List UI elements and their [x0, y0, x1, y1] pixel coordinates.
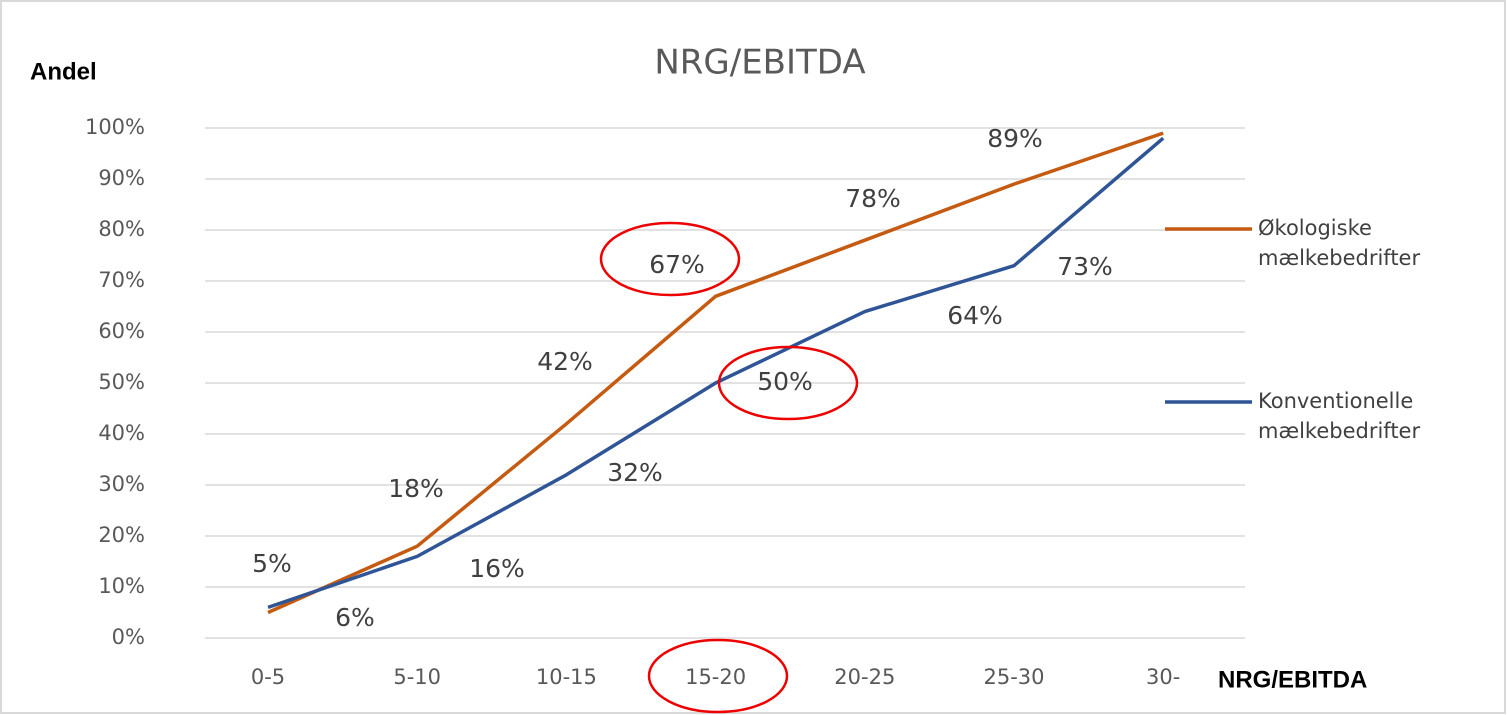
highlight-circle	[717, 345, 859, 421]
data-label: 78%	[845, 184, 901, 213]
data-label: 67%	[649, 250, 705, 279]
x-tick-label: 30-	[1146, 665, 1180, 689]
x-tick-label: 5-10	[393, 665, 441, 689]
data-line	[267, 131, 1164, 615]
y-tick-label: 10%	[98, 574, 145, 598]
y-axis-label: Andel	[30, 58, 97, 85]
highlight-circle	[599, 221, 741, 297]
y-tick-label: 0%	[112, 625, 145, 649]
y-tick-label: 90%	[98, 166, 145, 190]
x-axis-label: NRG/EBITDA	[1218, 666, 1367, 693]
x-tick-label: 0-5	[251, 665, 285, 689]
x-tick-label: 10-15	[536, 665, 597, 689]
data-label: 50%	[757, 367, 813, 396]
data-label: 18%	[388, 474, 444, 503]
x-tick-label: 20-25	[834, 665, 895, 689]
data-label: 16%	[469, 554, 525, 583]
legend-label: Økologiske mælkebedrifter	[1258, 216, 1420, 270]
data-label: 73%	[1057, 252, 1113, 281]
data-line	[267, 136, 1165, 610]
y-tick-label: 70%	[98, 268, 145, 292]
y-tick-label: 60%	[98, 319, 145, 343]
y-tick-label: 30%	[98, 472, 145, 496]
data-label: 32%	[607, 458, 663, 487]
y-tick-label: 100%	[85, 115, 145, 139]
y-tick-label: 20%	[98, 523, 145, 547]
highlight-circle	[647, 638, 789, 714]
y-tick-label: 40%	[98, 421, 145, 445]
legend-label: Konventionelle mælkebedrifter	[1258, 389, 1420, 443]
y-tick-label: 80%	[98, 217, 145, 241]
data-label: 64%	[947, 301, 1003, 330]
plot: 0% 10% 20% 30% 40% 50% 60% 70% 80% 90% 100% 0-5 5-10…	[85, 115, 1421, 689]
x-tick-label: 25-30	[983, 665, 1044, 689]
chart-title: NRG/EBITDA	[654, 43, 865, 83]
data-label: 5%	[252, 549, 292, 578]
y-tick-label: 50%	[98, 370, 145, 394]
data-label: 89%	[987, 124, 1043, 153]
data-label: 42%	[537, 347, 593, 376]
data-label: 6%	[335, 603, 375, 632]
x-tick-label: 15-20	[685, 665, 746, 689]
